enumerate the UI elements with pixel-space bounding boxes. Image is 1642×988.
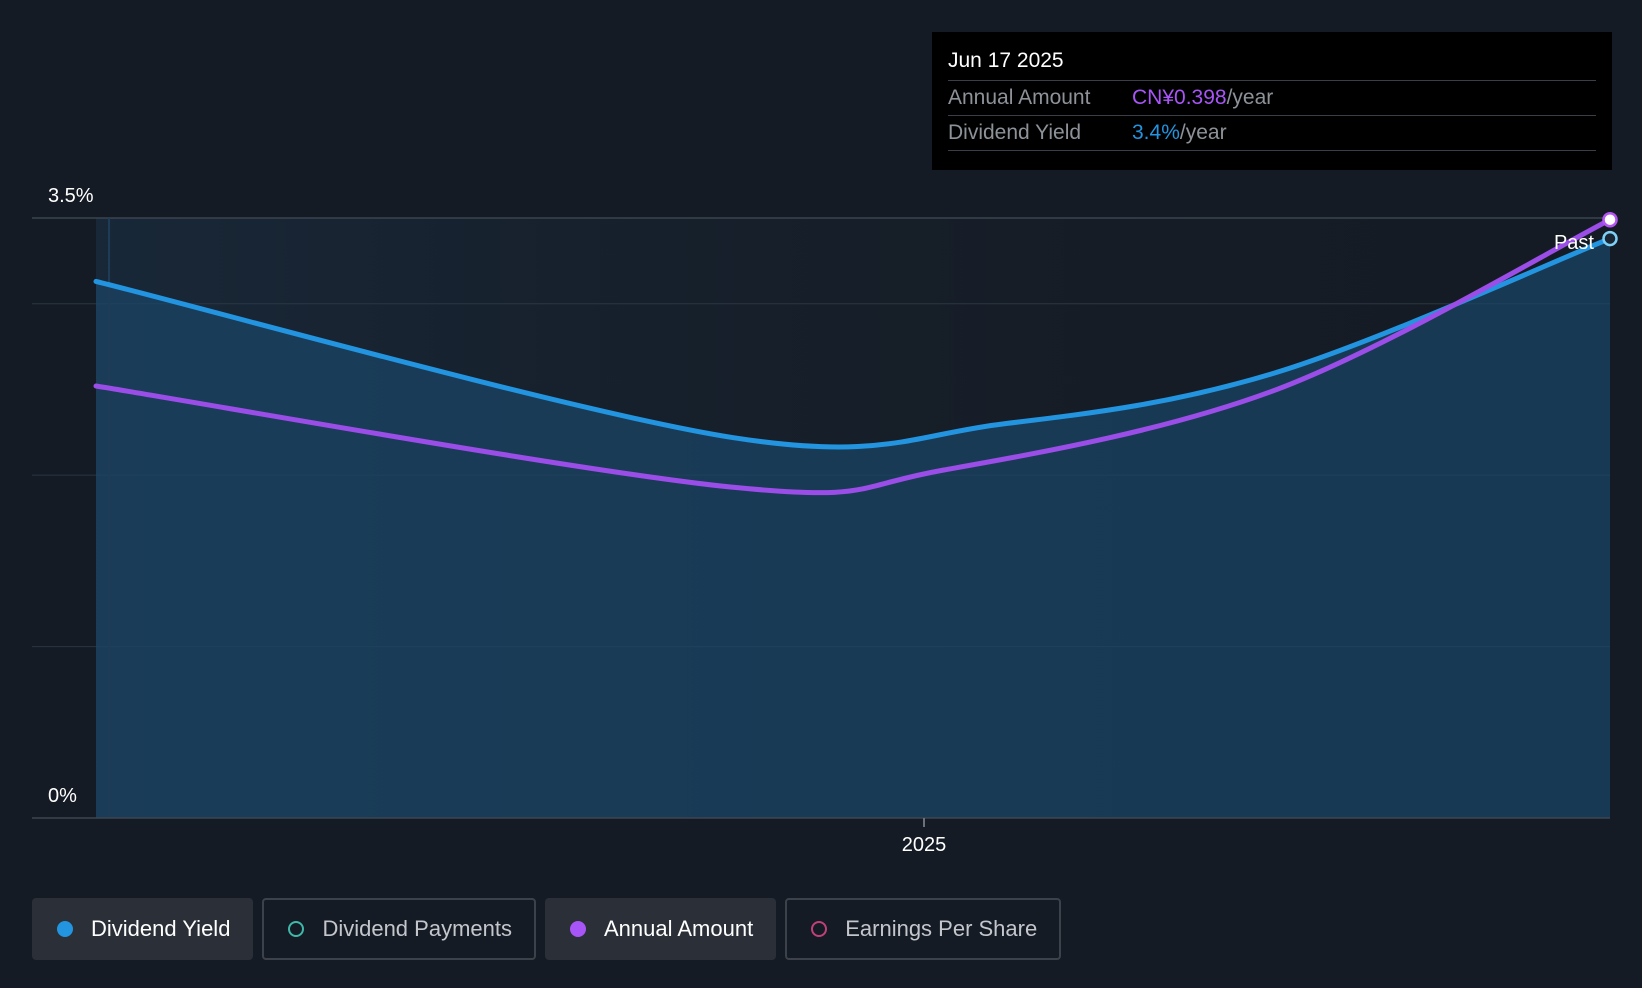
- dividend-yield-line: [93, 236, 1613, 450]
- dividend-yield-area: [96, 238, 1610, 819]
- tooltip-row-dividend-yield: Dividend Yield 3.4% /year: [948, 116, 1596, 151]
- annual-amount-dot-icon: [569, 921, 586, 937]
- earnings-per-share-ring-icon: [811, 921, 828, 937]
- tooltip-annual-amount-unit: /year: [1226, 86, 1274, 109]
- tooltip-dividend-yield-label: Dividend Yield: [948, 121, 1082, 144]
- tooltip-date: Jun 17 2025: [948, 46, 1596, 81]
- legend-dividend-yield-button[interactable]: Dividend Yield: [32, 898, 254, 960]
- legend-earnings-per-share-button[interactable]: Earnings Per Share: [785, 898, 1062, 960]
- annual-amount-end-marker: [1602, 211, 1618, 228]
- legend-annual-amount-button[interactable]: Annual Amount: [544, 898, 777, 960]
- past-marker-label: Past: [1554, 232, 1594, 254]
- dividend-yield-dot-icon: [57, 921, 73, 937]
- tooltip-row-annual-amount: Annual Amount CN¥0.398 /year: [948, 81, 1596, 116]
- y-tick-label-min: 0%: [48, 785, 77, 807]
- x-tick-label-2025: 2025: [902, 834, 947, 856]
- legend-earnings-per-share-label: Earnings Per Share: [845, 916, 1038, 941]
- tooltip-dividend-yield-unit: /year: [1179, 121, 1227, 144]
- annual-amount-line: [93, 217, 1613, 496]
- legend-dividend-payments-button[interactable]: Dividend Payments: [262, 898, 536, 960]
- legend-dividend-yield-label: Dividend Yield: [91, 916, 231, 941]
- chart-legend: Dividend Yield Dividend Payments Annual …: [32, 898, 1062, 960]
- legend-dividend-payments-label: Dividend Payments: [322, 916, 512, 941]
- tooltip-annual-amount-label: Annual Amount: [948, 86, 1091, 109]
- tooltip: Jun 17 2025 Annual Amount CN¥0.398 /year…: [932, 32, 1612, 170]
- legend-annual-amount-label: Annual Amount: [603, 916, 754, 941]
- dividend-yield-end-marker: [1602, 230, 1618, 247]
- y-tick-label-max: 3.5%: [48, 185, 94, 207]
- tooltip-dividend-yield-value: 3.4%: [1132, 121, 1180, 144]
- tooltip-annual-amount-value: CN¥0.398: [1132, 86, 1227, 109]
- dividend-payments-ring-icon: [288, 921, 305, 937]
